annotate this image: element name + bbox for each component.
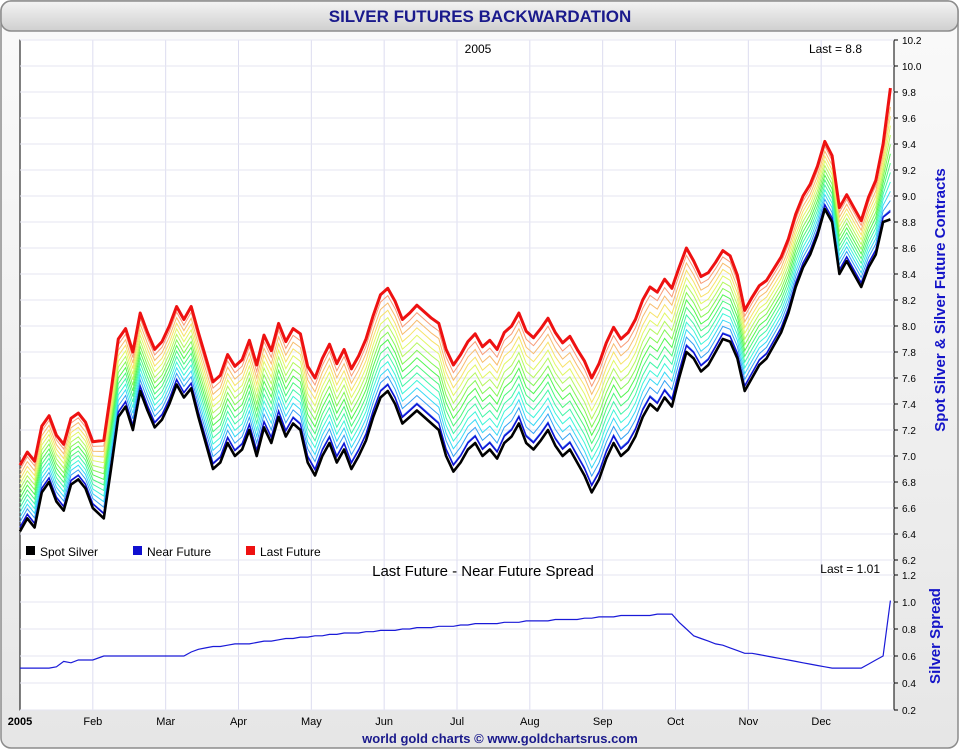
- last-future-line: [18, 87, 892, 466]
- x-ticks: 2005 Feb Mar Apr May Jun Jul Aug Sep Oct Nov Dec: [8, 716, 832, 728]
- spread-grid: [20, 560, 894, 711]
- main-y-tick-label: 10.0: [902, 62, 922, 73]
- spread-y-tick-label: 0.2: [902, 706, 916, 717]
- x-tick-label: Jul: [450, 716, 464, 728]
- future-contract-line: [19, 197, 891, 523]
- main-series: [18, 87, 892, 533]
- future-contract-line: [19, 134, 891, 490]
- future-contract-line: [19, 191, 891, 518]
- main-last-annotation: Last = 8.8: [809, 42, 862, 56]
- legend-swatch-spot: [26, 546, 35, 555]
- spread-y-axis-label: Silver Spread: [927, 588, 944, 684]
- footer-credit: world gold charts © www.goldchartsrus.co…: [361, 731, 638, 746]
- future-contract-line: [19, 172, 891, 508]
- x-tick-label: Feb: [83, 716, 102, 728]
- legend-swatch-last: [246, 546, 255, 555]
- spread-y-ticks: 0.2 0.4 0.6 0.8 1.0 1.2: [894, 571, 916, 717]
- future-contract-line: [19, 116, 891, 480]
- legend-swatch-near: [133, 546, 142, 555]
- legend-label-spot: Spot Silver: [40, 545, 98, 559]
- main-y-tick-label: 9.4: [902, 140, 916, 151]
- main-y-tick-label: 9.0: [902, 192, 916, 203]
- spot-silver-line: [18, 207, 891, 533]
- x-tick-label: Dec: [811, 716, 831, 728]
- spread-panel-title: Last Future - Near Future Spread: [372, 563, 594, 580]
- main-y-tick-label: 8.4: [902, 270, 916, 281]
- spread-y-tick-label: 0.6: [902, 652, 916, 663]
- main-y-tick-label: 8.8: [902, 218, 916, 229]
- chart-title: SILVER FUTURES BACKWARDATION: [329, 7, 632, 26]
- x-tick-label: Aug: [520, 716, 540, 728]
- main-y-tick-label: 7.0: [902, 452, 916, 463]
- future-contract-line: [19, 181, 891, 513]
- spread-series: [20, 600, 891, 669]
- main-y-ticks: 6.2 6.4 6.6 6.8 7.0 7.2 7.4 7.6 7.8 8.0 8.2 8.4 8.6 8…: [894, 36, 922, 567]
- future-contract-line: [19, 144, 891, 494]
- legend: Spot Silver Near Future Last Future: [26, 545, 321, 559]
- future-contract-line: [19, 162, 891, 504]
- spread-y-tick-label: 1.0: [902, 598, 916, 609]
- main-y-tick-label: 9.8: [902, 88, 916, 99]
- main-y-tick-label: 7.6: [902, 374, 916, 385]
- main-y-axis-label: Spot Silver & Silver Future Contracts: [932, 168, 949, 431]
- spread-y-tick-label: 0.8: [902, 625, 916, 636]
- x-tick-label: Mar: [156, 716, 175, 728]
- main-y-tick-label: 7.4: [902, 400, 916, 411]
- main-y-tick-label: 6.8: [902, 478, 916, 489]
- main-y-tick-label: 7.8: [902, 348, 916, 359]
- x-tick-label: Apr: [230, 716, 247, 728]
- title-bar: [0, 0, 959, 32]
- main-panel-title: 2005: [465, 42, 492, 56]
- legend-label-near: Near Future: [147, 545, 211, 559]
- x-tick-label: 2005: [8, 716, 32, 728]
- spread-y-tick-label: 1.2: [902, 571, 916, 582]
- main-y-tick-label: 8.6: [902, 244, 916, 255]
- main-y-tick-label: 6.4: [902, 530, 916, 541]
- x-tick-label: Jun: [375, 716, 393, 728]
- future-contract-line: [19, 125, 891, 485]
- main-y-tick-label: 8.0: [902, 322, 916, 333]
- future-contract-line: [19, 97, 891, 471]
- x-tick-label: Oct: [667, 716, 684, 728]
- legend-label-last: Last Future: [260, 545, 321, 559]
- x-tick-label: May: [301, 716, 322, 728]
- spread-last-annotation: Last = 1.01: [820, 562, 880, 576]
- main-y-tick-label: 7.2: [902, 426, 916, 437]
- spread-line: [20, 600, 891, 669]
- main-y-tick-label: 9.6: [902, 114, 916, 125]
- main-y-tick-label: 10.2: [902, 36, 922, 47]
- future-contract-line: [19, 106, 891, 475]
- main-y-tick-label: 6.2: [902, 556, 916, 567]
- x-tick-label: Sep: [593, 716, 613, 728]
- main-grid: [20, 39, 894, 561]
- near-future-line: [19, 203, 891, 528]
- main-y-tick-label: 6.6: [902, 504, 916, 515]
- future-contract-line: [19, 153, 891, 499]
- x-tick-label: Nov: [739, 716, 759, 728]
- spread-y-tick-label: 0.4: [902, 679, 916, 690]
- main-y-tick-label: 9.2: [902, 166, 916, 177]
- main-y-tick-label: 8.2: [902, 296, 916, 307]
